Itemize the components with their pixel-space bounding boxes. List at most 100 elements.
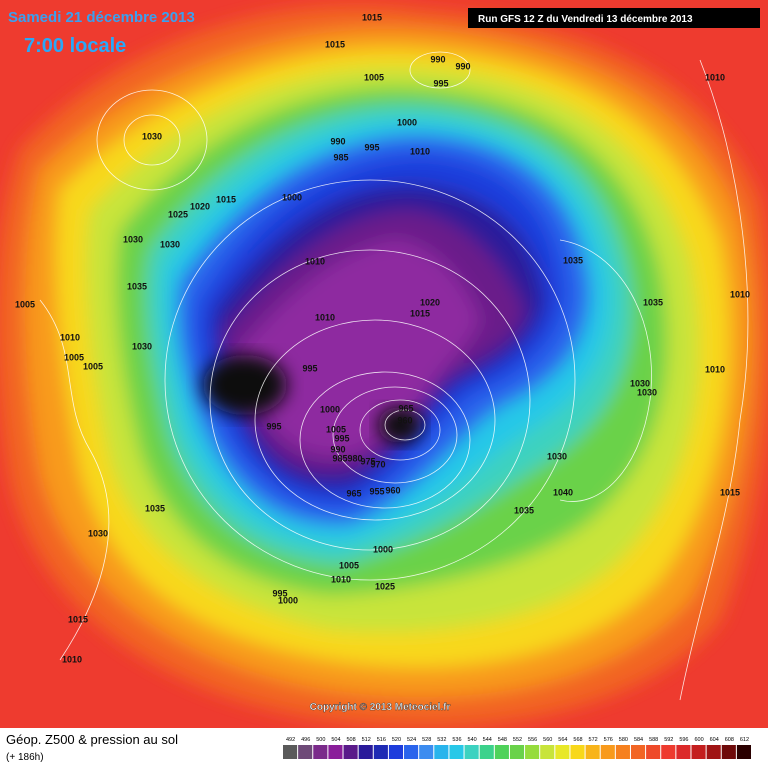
scale-swatch xyxy=(328,745,343,759)
scale-label: 548 xyxy=(498,737,507,743)
isobar-label: 1030 xyxy=(88,528,108,538)
isobar-label: 995 xyxy=(302,363,317,373)
scale-label: 540 xyxy=(468,737,477,743)
scale-label: 596 xyxy=(679,737,688,743)
isobar-label: 1010 xyxy=(705,364,725,374)
scale-label: 580 xyxy=(619,737,628,743)
isobar-label: 1005 xyxy=(83,361,103,371)
scale-swatch xyxy=(494,745,509,759)
isobar-label: 1005 xyxy=(364,72,384,82)
scale-label: 556 xyxy=(528,737,537,743)
scale-label: 560 xyxy=(543,737,552,743)
isobar-label: 960 xyxy=(385,485,400,495)
scale-label: 552 xyxy=(513,737,522,743)
isobar-label: 1000 xyxy=(282,192,302,202)
scale-swatch xyxy=(630,745,646,759)
scale-label: 584 xyxy=(634,737,643,743)
isobar-label: 955 xyxy=(369,486,384,496)
isobar-label: 1005 xyxy=(326,424,346,434)
scale-swatch xyxy=(434,745,449,759)
scale-swatch xyxy=(691,745,706,759)
scale-swatch xyxy=(676,745,691,759)
contours xyxy=(39,51,749,701)
field xyxy=(0,0,768,728)
scale-swatch xyxy=(313,745,328,759)
isobar-label: 1030 xyxy=(637,387,657,397)
isobar-label: 965 xyxy=(398,403,413,413)
scale-swatch xyxy=(736,745,751,759)
isobar-label: 1035 xyxy=(563,255,583,265)
scale-label: 524 xyxy=(407,737,416,743)
scale-label: 492 xyxy=(286,737,295,743)
isobar-label: 1030 xyxy=(547,451,567,461)
scale-label: 568 xyxy=(573,737,582,743)
isobar-label: 1015 xyxy=(325,39,345,49)
isobar-label: 1040 xyxy=(553,487,573,497)
isobar-label: 1035 xyxy=(643,297,663,307)
isobar-label: 1020 xyxy=(420,297,440,307)
scale-swatch xyxy=(509,745,525,759)
time: 7:00 locale xyxy=(24,35,126,57)
run-box xyxy=(468,8,760,28)
scale-label: 572 xyxy=(589,737,598,743)
scale-swatch xyxy=(646,745,661,759)
color-scale: 492 496 500 504 508 512 516 520 524 528 532 536 540 5… xyxy=(283,737,751,759)
isobar-label: 1025 xyxy=(375,581,395,591)
isobar-label: 975 xyxy=(360,456,375,466)
scale-label: 532 xyxy=(437,737,446,743)
isobar-label: 990 xyxy=(430,54,445,64)
isobar-label: 990 xyxy=(330,136,345,146)
scale-label: 608 xyxy=(725,737,734,743)
isobar-label: 1005 xyxy=(339,560,359,570)
isobar-label: 1020 xyxy=(190,201,210,211)
isobar-label: 1015 xyxy=(410,308,430,318)
scale-label: 564 xyxy=(558,737,567,743)
isobar-label: 995 xyxy=(334,433,349,443)
isobar-label: 995 xyxy=(433,78,448,88)
isobar-label: 1025 xyxy=(168,209,188,219)
isobar-label: 1010 xyxy=(60,332,80,342)
isobar-label: 1005 xyxy=(15,299,35,309)
scale-swatch xyxy=(449,745,464,759)
isobar-label: 1010 xyxy=(705,72,725,82)
scale-swatch xyxy=(343,745,358,759)
isobar-label: 1010 xyxy=(730,289,750,299)
isobar-label: 1010 xyxy=(315,312,335,322)
isobar-label: 995 xyxy=(364,142,379,152)
scale-swatch xyxy=(283,745,298,759)
footer-lead: (+ 186h) xyxy=(6,752,44,763)
scale-swatch xyxy=(419,745,434,759)
isobar-label: 1015 xyxy=(720,487,740,497)
isobar-label: 1035 xyxy=(145,503,165,513)
run: Run GFS 12 Z du Vendredi 13 décembre 201… xyxy=(478,14,693,25)
isobar-label: 1005 xyxy=(64,352,84,362)
scale-label: 588 xyxy=(649,737,658,743)
scale-label: 496 xyxy=(301,737,310,743)
scale-swatch xyxy=(600,745,615,759)
isobar-label: 985 xyxy=(333,152,348,162)
date: Samedi 21 décembre 2013 xyxy=(8,9,195,26)
scale-label: 504 xyxy=(331,737,340,743)
scale-label: 604 xyxy=(710,737,719,743)
isobar-label: 1010 xyxy=(305,256,325,266)
isobar-label: 1000 xyxy=(278,595,298,605)
scale-label: 528 xyxy=(422,737,431,743)
scale-label: 600 xyxy=(694,737,703,743)
scale-label: 516 xyxy=(377,737,386,743)
isobar-label: 1035 xyxy=(127,281,147,291)
scale-swatch xyxy=(615,745,630,759)
scale-label: 592 xyxy=(664,737,673,743)
scale-swatch xyxy=(404,745,419,759)
scale-swatch xyxy=(358,745,373,759)
scale-swatch xyxy=(721,745,736,759)
scale-label: 512 xyxy=(362,737,371,743)
isobar-label: 995 xyxy=(266,421,281,431)
isobar-label: 1030 xyxy=(142,131,162,141)
scale-swatch xyxy=(570,745,585,759)
isobar-label: 1000 xyxy=(373,544,393,554)
scale-swatch xyxy=(585,745,600,759)
scale-label: 500 xyxy=(316,737,325,743)
scale-swatch xyxy=(388,745,404,759)
footer-title: Géop. Z500 & pression au sol xyxy=(6,732,178,747)
